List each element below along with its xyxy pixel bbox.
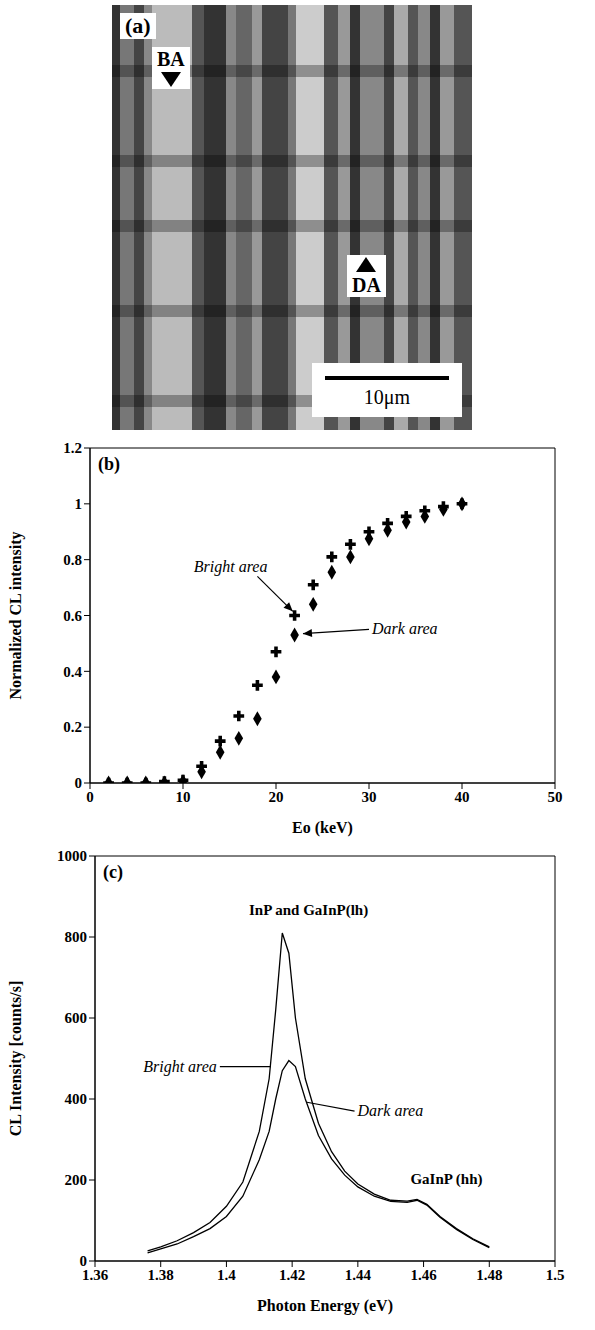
svg-text:1.36: 1.36 xyxy=(81,1266,109,1283)
svg-text:1: 1 xyxy=(75,496,83,512)
svg-text:0.4: 0.4 xyxy=(63,664,82,680)
html-text:(b): (b) xyxy=(98,454,120,474)
svg-text:0: 0 xyxy=(80,1253,88,1269)
svg-text:1.5: 1.5 xyxy=(546,1267,565,1283)
svg-text:0: 0 xyxy=(86,789,94,805)
svg-text:Eo (keV): Eo (keV) xyxy=(292,819,353,837)
svg-text:50: 50 xyxy=(548,789,563,805)
svg-text:InP and GaInP(lh): InP and GaInP(lh) xyxy=(249,902,368,919)
html-text:10μm: 10μm xyxy=(363,386,411,408)
svg-text:10: 10 xyxy=(176,789,191,805)
svg-text:30: 30 xyxy=(362,789,377,805)
svg-text:20: 20 xyxy=(269,789,284,805)
svg-text:1000: 1000 xyxy=(57,848,87,864)
svg-text:Dark area: Dark area xyxy=(357,1102,424,1119)
svg-text:40: 40 xyxy=(455,789,470,805)
svg-text:1.48: 1.48 xyxy=(476,1267,502,1283)
svg-text:1.46: 1.46 xyxy=(410,1267,437,1283)
svg-text:1.4: 1.4 xyxy=(217,1267,236,1283)
html-text:(a): (a) xyxy=(125,13,151,38)
svg-text:GaInP (hh): GaInP (hh) xyxy=(410,1171,482,1188)
svg-text:CL Intensity [counts/s]: CL Intensity [counts/s] xyxy=(7,981,25,1137)
svg-text:0.8: 0.8 xyxy=(63,552,82,568)
svg-text:1.38: 1.38 xyxy=(148,1267,174,1283)
svg-text:Dark area: Dark area xyxy=(371,620,438,637)
svg-text:Photon Energy (eV): Photon Energy (eV) xyxy=(257,1297,393,1315)
svg-text:200: 200 xyxy=(65,1172,88,1188)
svg-text:1.44: 1.44 xyxy=(345,1267,372,1283)
html-text:DA: DA xyxy=(352,274,381,296)
svg-text:1.42: 1.42 xyxy=(279,1267,305,1283)
svg-text:0.2: 0.2 xyxy=(63,719,82,735)
svg-text:600: 600 xyxy=(65,1010,88,1026)
html-text:BA: BA xyxy=(157,48,185,70)
svg-text:0: 0 xyxy=(75,775,83,791)
svg-text:Bright area: Bright area xyxy=(143,1058,217,1076)
svg-text:Bright area: Bright area xyxy=(194,558,268,576)
svg-text:0.6: 0.6 xyxy=(63,608,82,624)
html-text:(c): (c) xyxy=(103,862,123,882)
svg-text:Normalized CL intensity: Normalized CL intensity xyxy=(7,532,25,700)
svg-text:1.2: 1.2 xyxy=(63,440,82,456)
svg-text:400: 400 xyxy=(65,1091,88,1107)
svg-text:800: 800 xyxy=(65,929,88,945)
